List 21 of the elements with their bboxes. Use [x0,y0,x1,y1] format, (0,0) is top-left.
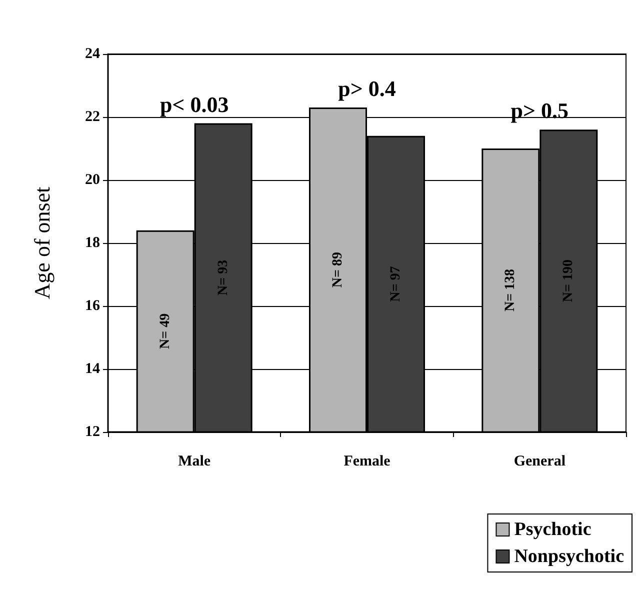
y-tick-label: 22 [85,109,100,125]
annotation: N= 97 [388,266,404,302]
annotation: N= 190 [561,260,576,302]
y-tick-label: 14 [85,361,100,377]
annotation: N= 138 [503,268,518,312]
legend-label: Psychotic [514,519,592,540]
annotation: N= 89 [330,252,346,288]
y-axis-title: Age of onset [30,186,54,300]
annotation: N= 93 [216,260,231,296]
legend-label: Nonpsychotic [514,546,624,567]
x-tick-label: Male [178,454,211,470]
annotation: p> 0.4 [338,76,396,102]
x-tick-label: Female [344,454,391,470]
y-tick-label: 20 [85,172,100,188]
y-tick-label: 12 [85,424,100,440]
annotation: N= 49 [158,313,173,349]
y-tick-label: 16 [85,298,100,314]
x-tick-label: General [514,454,566,470]
y-tick-label: 24 [85,46,100,62]
annotation: p< 0.03 [160,92,229,117]
y-tick-label: 18 [85,235,100,251]
